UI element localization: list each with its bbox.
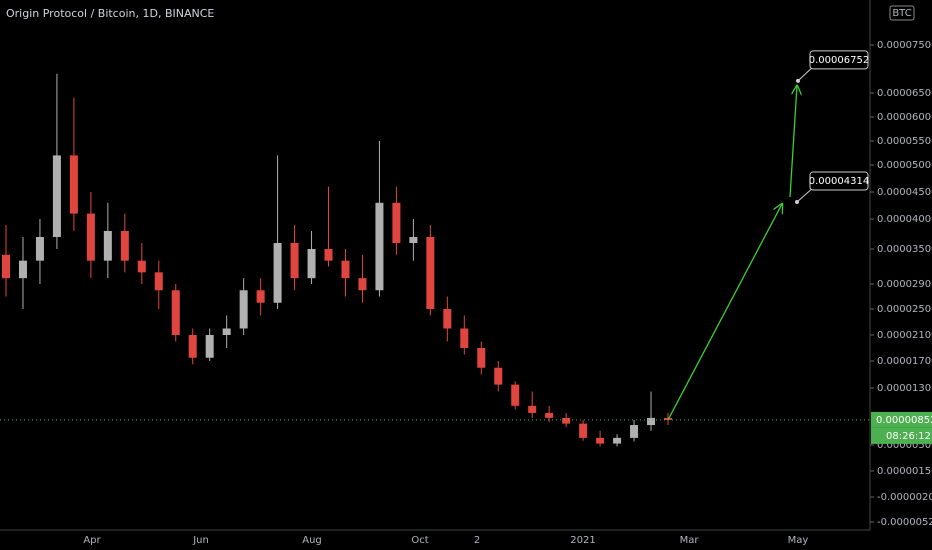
candle-body	[443, 309, 452, 329]
candle-body	[35, 237, 44, 261]
candle-body	[375, 202, 384, 291]
candle-body	[460, 328, 469, 348]
countdown-tag	[871, 427, 932, 444]
candle-body	[137, 260, 146, 273]
y-tick-label: -0.00000520	[877, 517, 932, 528]
y-tick-label: 0.00002500	[877, 304, 932, 315]
candle-body	[494, 367, 503, 385]
candle-body	[511, 384, 520, 406]
candle-body	[171, 290, 180, 335]
y-tick-label: 0.00006500	[877, 88, 932, 99]
last-price-tag	[871, 411, 932, 428]
y-tick-label: 0.00003500	[877, 244, 932, 255]
currency-box	[889, 5, 915, 21]
candle-body	[579, 423, 588, 438]
candle-body	[477, 348, 486, 368]
y-tick-label: 0.00001300	[877, 383, 932, 394]
candle-body	[409, 237, 418, 243]
x-tick-label: Oct	[411, 535, 428, 546]
candle-body	[290, 243, 299, 279]
y-tick-label: 0.00004500	[877, 187, 932, 198]
y-tick-label: 0.00004000	[877, 214, 932, 225]
countdown-label: 08:26:12	[886, 431, 931, 442]
candle-body	[2, 254, 10, 279]
y-tick-label: 0.00000150	[877, 466, 932, 477]
candle-body	[596, 437, 605, 444]
x-tick-label: 2021	[570, 535, 595, 546]
candle-body	[392, 202, 401, 243]
y-tick-label: 0.00006000	[877, 112, 932, 123]
y-tick-label: -0.00000200	[877, 492, 932, 503]
y-tick-label: 0.00000500	[877, 440, 932, 451]
candle-body	[562, 417, 571, 424]
callout-label: 0.00004314	[809, 176, 869, 187]
candle-body	[120, 231, 129, 261]
candle-body	[630, 425, 639, 438]
x-tick-label: 2	[474, 535, 480, 546]
candle-body	[154, 272, 163, 291]
y-tick-label: 0.00002100	[877, 330, 932, 341]
candle-body	[528, 405, 537, 413]
candle-body	[256, 290, 265, 303]
candle-body	[188, 335, 197, 358]
candle-body	[307, 249, 316, 279]
y-tick-label: 0.00005500	[877, 136, 932, 147]
candle-body	[239, 290, 248, 329]
candle-body	[205, 335, 214, 358]
y-tick-label: 0.00001700	[877, 356, 932, 367]
last-price-label: 0.00000852	[876, 415, 932, 426]
candle-body	[103, 231, 112, 261]
currency-label: BTC	[892, 8, 911, 19]
callout-box	[809, 171, 869, 191]
x-tick-label: Apr	[83, 535, 101, 546]
chart-title: Origin Protocol / Bitcoin, 1D, BINANCE	[6, 7, 214, 20]
candle-body	[324, 249, 333, 261]
y-tick-label: 0.00007500	[877, 40, 932, 51]
candle-body	[273, 243, 282, 303]
x-tick-label: Jun	[192, 535, 209, 546]
callout-box	[809, 50, 869, 70]
candle-body	[86, 213, 95, 261]
candle-body	[358, 278, 367, 291]
projection-arrow	[667, 204, 782, 421]
candle-body	[18, 260, 27, 279]
y-tick-label: 0.00005000	[877, 160, 932, 171]
x-tick-label: May	[788, 535, 809, 546]
candle-body	[647, 417, 656, 426]
y-tick-label: 0.00002900	[877, 279, 932, 290]
candle-body	[613, 437, 622, 444]
candle-body	[426, 237, 435, 309]
candle-body	[52, 155, 61, 237]
candle-body	[545, 412, 554, 418]
callout-label: 0.00006752	[809, 55, 869, 66]
candle-body	[222, 328, 231, 335]
x-tick-label: Mar	[680, 535, 700, 546]
candle-body	[69, 155, 78, 214]
candle-body	[341, 260, 350, 279]
projection-arrow	[789, 86, 797, 198]
x-tick-label: Aug	[302, 535, 322, 546]
